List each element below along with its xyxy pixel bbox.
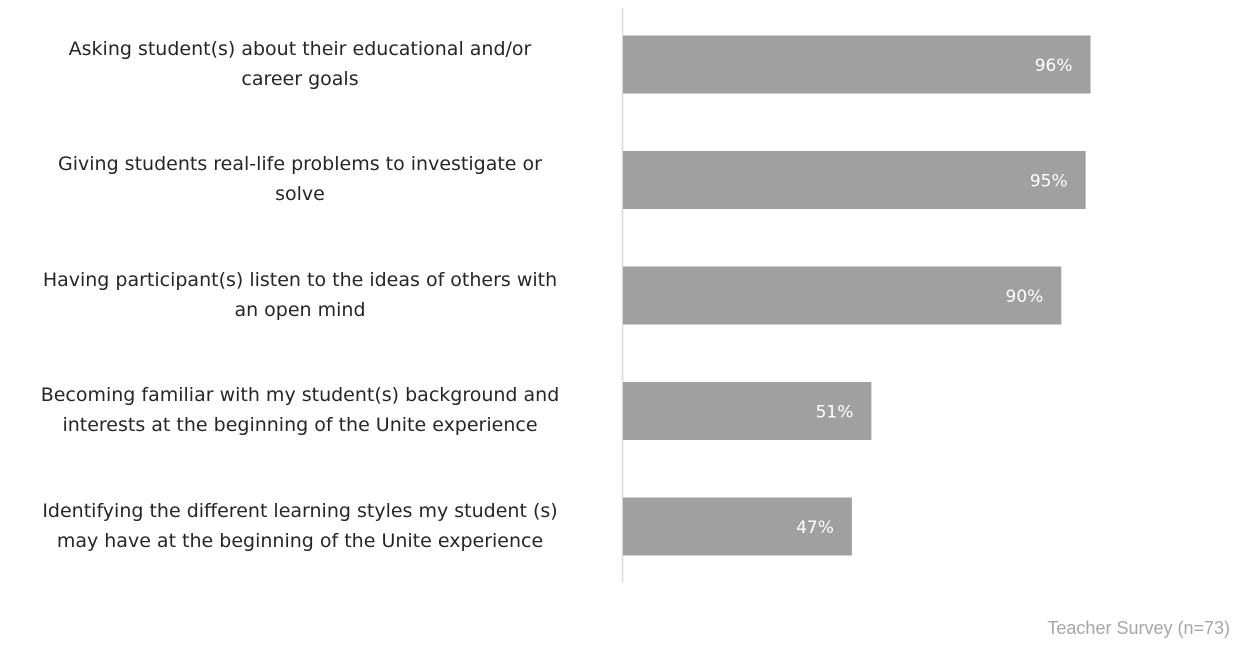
category-label-line: Giving students real-life problems to in… [58,153,542,175]
data-label-group: 96% 95% 90% 51% 47% [796,56,1072,538]
category-label-line: Having participant(s) listen to the idea… [42,268,558,291]
category-label: Becoming familiar with my student(s) bac… [0,380,600,440]
category-label-line: Identifying the different learning style… [42,499,558,522]
bar-value-label: 51% [816,403,854,423]
category-label: Asking student(s) about their educationa… [0,34,600,94]
category-label-line: Asking student(s) about their educationa… [68,37,532,60]
bar-value-label: 96% [1035,56,1073,76]
bar [623,497,852,556]
category-label-line: career goals [241,67,359,90]
category-label-line: an open mind [234,298,366,321]
bar-value-label: 47% [796,518,834,538]
category-label-line: may have at the beginning of the Unite e… [56,529,544,552]
bar-value-label: 95% [1030,172,1068,192]
bar-group [623,35,1091,556]
category-label: Having participant(s) listen to the idea… [0,265,600,325]
bar-value-label: 90% [1006,287,1044,307]
category-label-line: solve [275,183,325,205]
bar [623,35,1091,94]
category-label: Giving students real-life problems to in… [0,149,600,209]
category-label: Identifying the different learning style… [0,496,600,556]
source-note: Teacher Survey (n=73) [1047,618,1230,638]
bar [623,151,1086,209]
category-label-line: interests at the beginning of the Unite … [62,414,538,436]
bar [623,382,872,440]
category-label-line: Becoming familiar with my student(s) bac… [40,384,560,406]
bar [623,266,1062,325]
